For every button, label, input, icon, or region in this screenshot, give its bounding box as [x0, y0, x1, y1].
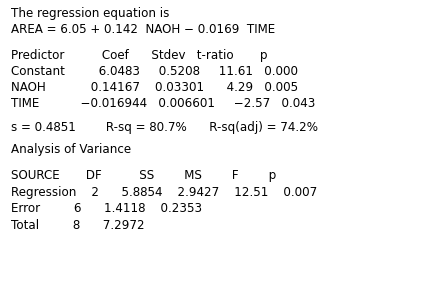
Text: Constant         6.0483     0.5208     11.61   0.000: Constant 6.0483 0.5208 11.61 0.000 [11, 65, 298, 78]
Text: Predictor          Coef      Stdev   t-ratio       p: Predictor Coef Stdev t-ratio p [11, 49, 267, 62]
Text: NAOH            0.14167    0.03301      4.29   0.005: NAOH 0.14167 0.03301 4.29 0.005 [11, 81, 298, 94]
Text: AREA = 6.05 + 0.142  NAOH − 0.0169  TIME: AREA = 6.05 + 0.142 NAOH − 0.0169 TIME [11, 23, 275, 36]
Text: The regression equation is: The regression equation is [11, 7, 169, 20]
Text: Error         6      1.4118    0.2353: Error 6 1.4118 0.2353 [11, 202, 202, 215]
Text: TIME           −0.016944   0.006601     −2.57   0.043: TIME −0.016944 0.006601 −2.57 0.043 [11, 97, 315, 110]
Text: Analysis of Variance: Analysis of Variance [11, 143, 131, 156]
Text: Regression    2      5.8854    2.9427    12.51    0.007: Regression 2 5.8854 2.9427 12.51 0.007 [11, 186, 317, 199]
Text: Total         8      7.2972: Total 8 7.2972 [11, 219, 144, 232]
Text: SOURCE       DF          SS        MS        F        p: SOURCE DF SS MS F p [11, 169, 276, 182]
Text: s = 0.4851        R-sq = 80.7%      R-sq(adj) = 74.2%: s = 0.4851 R-sq = 80.7% R-sq(adj) = 74.2… [11, 121, 318, 134]
